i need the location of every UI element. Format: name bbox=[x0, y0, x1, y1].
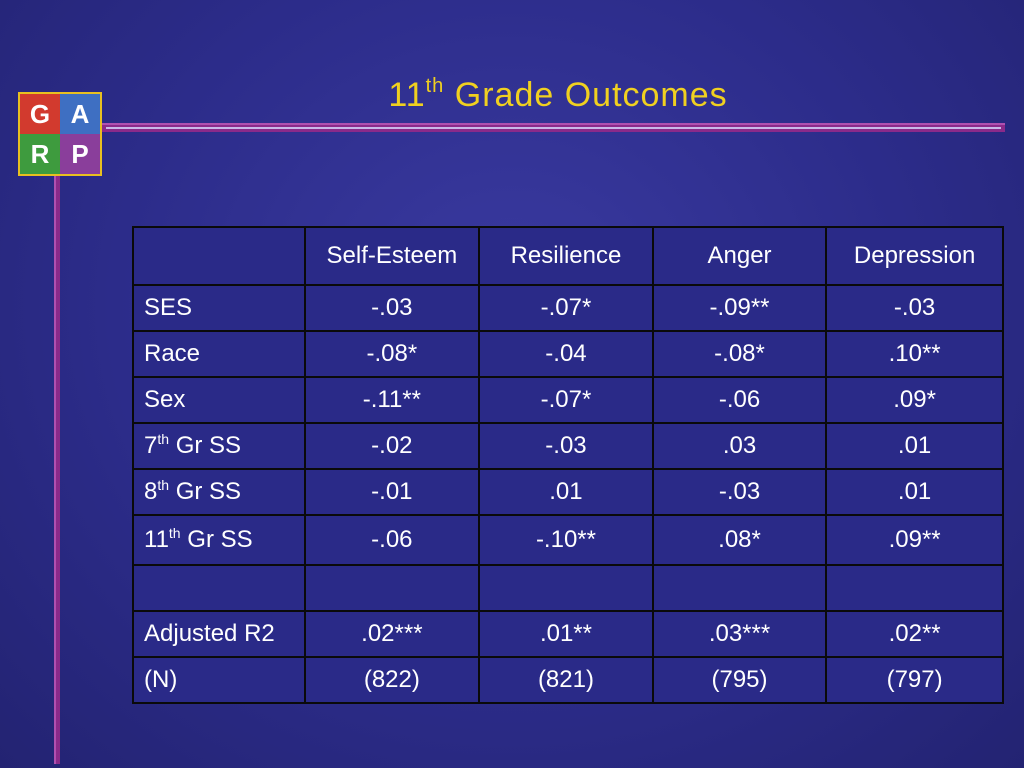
logo-letter-r: R bbox=[30, 139, 50, 169]
row-label: (N) bbox=[132, 656, 306, 704]
table-cell: .09* bbox=[825, 376, 1004, 424]
logo-letter-p: P bbox=[71, 139, 89, 169]
table-row: Race -.08* -.04 -.08* .10** bbox=[132, 330, 1004, 378]
table-cell: -.03 bbox=[303, 284, 481, 332]
garp-logo: G A R P bbox=[18, 92, 102, 176]
page-title: 11th Grade Outcomes bbox=[0, 74, 1024, 115]
header-self-esteem: Self-Esteem bbox=[303, 226, 481, 286]
table-row: Adjusted R2 .02*** .01** .03*** .02** bbox=[132, 610, 1004, 658]
table-cell: -.09** bbox=[651, 284, 828, 332]
title-number: 11 bbox=[388, 76, 426, 114]
table-cell: .01 bbox=[825, 468, 1004, 516]
table-cell: (795) bbox=[651, 656, 828, 704]
row-label: Sex bbox=[132, 376, 306, 424]
table-cell: -.03 bbox=[825, 284, 1004, 332]
table-cell: .08* bbox=[651, 514, 828, 566]
table-row-empty bbox=[132, 564, 1004, 612]
table-cell: -.03 bbox=[478, 422, 654, 470]
table-cell: .02*** bbox=[303, 610, 481, 658]
table-cell bbox=[651, 564, 828, 612]
table-row: 8th Gr SS -.01 .01 -.03 .01 bbox=[132, 468, 1004, 516]
outcomes-table: Self-Esteem Resilience Anger Depression … bbox=[132, 226, 1004, 704]
table-cell: .03*** bbox=[651, 610, 828, 658]
table-cell: .01 bbox=[825, 422, 1004, 470]
table-cell: .09** bbox=[825, 514, 1004, 566]
header-depression: Depression bbox=[825, 226, 1004, 286]
table-cell: -.06 bbox=[651, 376, 828, 424]
table-cell bbox=[303, 564, 481, 612]
row-label: 11th Gr SS bbox=[132, 514, 306, 566]
table-cell: .03 bbox=[651, 422, 828, 470]
header-anger: Anger bbox=[651, 226, 828, 286]
table-cell: -.07* bbox=[478, 284, 654, 332]
title-sup: th bbox=[425, 74, 445, 97]
row-label: 8th Gr SS bbox=[132, 468, 306, 516]
vertical-divider bbox=[54, 176, 60, 764]
table-cell: .02** bbox=[825, 610, 1004, 658]
header-cell-empty bbox=[132, 226, 306, 286]
table-cell: -.08* bbox=[651, 330, 828, 378]
row-label: Race bbox=[132, 330, 306, 378]
table-row: (N) (822) (821) (795) (797) bbox=[132, 656, 1004, 704]
table-cell: -.08* bbox=[303, 330, 481, 378]
table-cell: -.06 bbox=[303, 514, 481, 566]
table-cell bbox=[478, 564, 654, 612]
logo-letter-a: A bbox=[70, 99, 90, 129]
table-cell: -.03 bbox=[651, 468, 828, 516]
table-cell: .01** bbox=[478, 610, 654, 658]
table-cell: .01 bbox=[478, 468, 654, 516]
table-cell: -.02 bbox=[303, 422, 481, 470]
row-label: SES bbox=[132, 284, 306, 332]
header-row: Self-Esteem Resilience Anger Depression bbox=[132, 226, 1004, 286]
table-row: SES -.03 -.07* -.09** -.03 bbox=[132, 284, 1004, 332]
table-cell: -.04 bbox=[478, 330, 654, 378]
table-row: Sex -.11** -.07* -.06 .09* bbox=[132, 376, 1004, 424]
table-cell: (821) bbox=[478, 656, 654, 704]
row-label bbox=[132, 564, 306, 612]
table-cell: -.01 bbox=[303, 468, 481, 516]
title-text: Grade Outcomes bbox=[454, 76, 728, 114]
table-row: 11th Gr SS -.06 -.10** .08* .09** bbox=[132, 514, 1004, 566]
table-cell: -.07* bbox=[478, 376, 654, 424]
table-cell: -.11** bbox=[303, 376, 481, 424]
horizontal-divider bbox=[102, 123, 1005, 132]
table-cell: (822) bbox=[303, 656, 481, 704]
table-cell bbox=[825, 564, 1004, 612]
row-label: 7th Gr SS bbox=[132, 422, 306, 470]
table-cell: -.10** bbox=[478, 514, 654, 566]
table-cell: (797) bbox=[825, 656, 1004, 704]
logo-letter-g: G bbox=[29, 99, 51, 129]
table-row: 7th Gr SS -.02 -.03 .03 .01 bbox=[132, 422, 1004, 470]
row-label: Adjusted R2 bbox=[132, 610, 306, 658]
header-resilience: Resilience bbox=[478, 226, 654, 286]
table-cell: .10** bbox=[825, 330, 1004, 378]
